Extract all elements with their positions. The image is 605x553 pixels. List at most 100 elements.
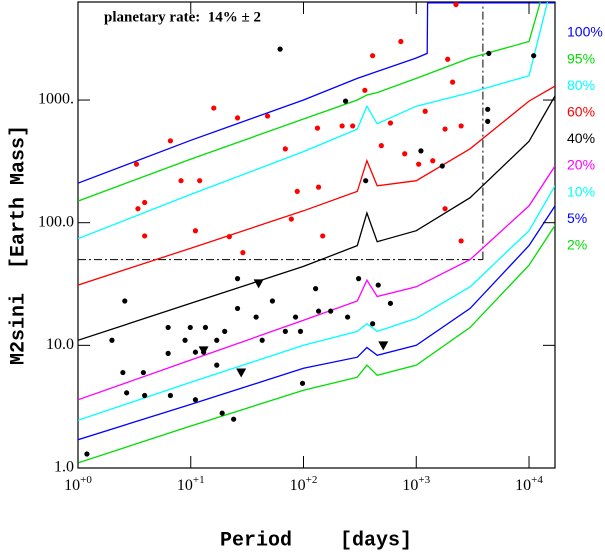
planet-point: [458, 238, 464, 244]
planet-point: [226, 234, 232, 240]
x-tick-base: 10: [515, 477, 531, 494]
planet-point: [339, 123, 345, 129]
legend-entry: 95%: [567, 50, 595, 66]
legend-entry: 60%: [567, 104, 595, 120]
legend-entry: 100%: [567, 24, 603, 40]
planet-point: [416, 161, 422, 167]
planet-point: [192, 349, 199, 355]
x-tick-exponent: +3: [418, 474, 430, 486]
legend-entry: 80%: [567, 77, 595, 93]
planet-point: [458, 123, 464, 129]
planet-point: [234, 276, 241, 282]
planet-point: [282, 328, 288, 334]
x-tick-base: 10: [290, 477, 306, 494]
legend-entry: 5%: [567, 210, 587, 226]
planet-point: [363, 178, 369, 184]
planet-point: [453, 2, 459, 8]
planet-point: [312, 286, 319, 292]
x-tick-label: 10+1: [177, 474, 205, 494]
planet-point: [439, 163, 445, 169]
planet-point: [398, 38, 404, 45]
planet-point: [253, 314, 259, 320]
planet-point: [231, 416, 237, 422]
legend-entry: 20%: [567, 157, 595, 173]
x-tick-exponent: +2: [306, 474, 318, 486]
x-tick-label: 10+2: [290, 474, 318, 494]
limit-marker: [253, 279, 264, 289]
planet-point: [362, 87, 368, 93]
planet-point: [422, 108, 428, 114]
planet-point: [187, 324, 193, 331]
planet-point: [269, 298, 276, 304]
completeness-curve: [78, 165, 555, 401]
planet-point: [485, 118, 491, 124]
completeness-curve: [78, 2, 549, 240]
planet-point: [328, 308, 334, 314]
x-tick-base: 10: [177, 477, 193, 494]
legend-entry: 2%: [567, 237, 587, 253]
completeness-curve: [78, 2, 555, 184]
plot-frame: [77, 1, 556, 469]
legend-entry: 40%: [567, 130, 595, 146]
x-tick-exponent: +4: [531, 474, 543, 486]
planet-point: [167, 138, 174, 144]
plot-area: [78, 2, 555, 464]
planet-point: [197, 178, 203, 184]
planet-point: [350, 123, 356, 129]
planet-point: [192, 228, 199, 234]
planet-point: [165, 350, 171, 356]
planet-point: [486, 50, 492, 57]
planet-point: [387, 120, 394, 126]
x-tick-exponent: +0: [80, 474, 92, 486]
limit-marker: [198, 346, 209, 356]
x-tick-base: 10: [64, 477, 80, 494]
planet-point: [370, 321, 376, 327]
planet-point: [315, 308, 322, 314]
planet-point: [122, 298, 128, 304]
planet-point: [485, 106, 491, 112]
planet-point: [219, 410, 225, 416]
planet-point: [140, 369, 146, 376]
planet-point: [214, 337, 220, 343]
planet-point: [264, 113, 271, 119]
planet-point: [135, 206, 141, 212]
planet-point: [445, 56, 451, 62]
limit-marker: [378, 341, 389, 351]
planet-point: [259, 337, 265, 343]
completeness-curve: [78, 185, 555, 421]
planet-point: [165, 324, 171, 331]
planet-point: [430, 158, 436, 164]
planet-point: [142, 199, 148, 206]
planet-point: [109, 337, 115, 343]
planet-point: [342, 98, 349, 104]
planet-point: [294, 188, 300, 194]
planet-point: [178, 178, 184, 184]
planet-point: [192, 397, 199, 403]
legend-entry: 10%: [567, 183, 595, 199]
x-tick-label: 10+4: [515, 474, 543, 494]
y-tick-label: 100.0: [38, 213, 74, 230]
planet-point: [133, 161, 140, 167]
planet-point: [142, 233, 148, 239]
planet-point: [442, 126, 448, 132]
planet-point: [120, 369, 126, 376]
planet-point: [370, 53, 376, 59]
planet-point: [449, 79, 456, 85]
planet-point: [315, 184, 322, 190]
planet-point: [375, 282, 381, 288]
planet-point: [282, 146, 288, 152]
x-tick-label: 10+3: [402, 474, 430, 494]
planet-point: [418, 148, 424, 154]
planet-point: [167, 392, 174, 399]
planet-point: [240, 250, 246, 256]
planet-point: [320, 233, 326, 239]
x-tick-exponent: +1: [193, 474, 205, 486]
planet-point: [142, 392, 148, 399]
completeness-curve: [78, 2, 541, 202]
planet-point: [378, 143, 384, 149]
planet-point: [214, 362, 220, 368]
planet-point: [387, 300, 394, 306]
planet-point: [531, 53, 537, 59]
planet-point: [277, 46, 283, 52]
